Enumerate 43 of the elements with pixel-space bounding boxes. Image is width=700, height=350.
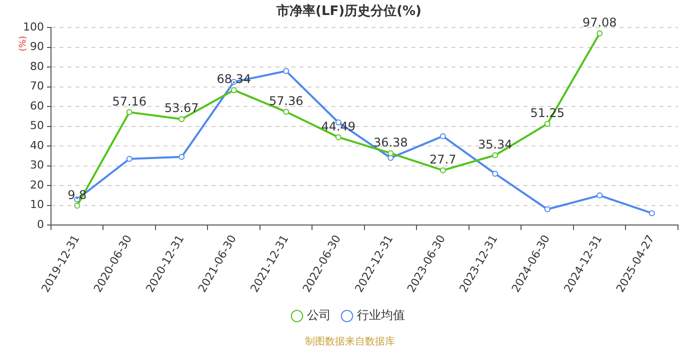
legend-label: 行业均值 [357,308,405,322]
y-tick-label: 40 [30,138,44,152]
point [283,68,290,74]
y-tick-label: 20 [30,178,44,192]
point [544,120,550,127]
point [178,116,185,122]
legend-label: 公司 [307,308,331,322]
y-tick-label: 100 [22,20,44,34]
y-tick-label: 80 [30,60,44,73]
point [335,134,342,140]
data-label: 35.34 [478,137,512,152]
chart-title: 市净率(LF)历史分位(%) [276,3,422,20]
point [126,109,132,116]
point [492,152,498,158]
point [544,206,550,212]
data-label: 57.36 [268,94,304,108]
y-axis-title: (%) [18,36,28,52]
point [126,156,132,162]
y-tick-label: 70 [30,80,44,93]
y-tick-label: 90 [30,40,44,54]
y-tick-label: 50 [30,119,44,132]
y-tick-label: 30 [30,158,44,172]
point [230,87,237,94]
data-label: 36.38 [373,135,408,150]
point [440,133,446,140]
data-label: 53.67 [164,101,199,116]
point [492,170,498,177]
data-label: 68.34 [216,72,252,86]
point [596,30,603,36]
point [648,210,655,216]
point [596,192,603,198]
y-tick-label: 60 [30,99,44,112]
data-label: 97.08 [582,15,617,30]
data-label: 57.16 [112,94,147,108]
text: 制图数据来自数据库 [305,336,395,348]
y-tick-label: 0 [36,218,44,231]
point [178,154,185,160]
y-tick-label: 10 [30,198,44,212]
data-label: 27.7 [430,152,456,166]
point [388,150,394,156]
point [283,108,290,115]
point [440,167,446,174]
point [74,202,80,209]
